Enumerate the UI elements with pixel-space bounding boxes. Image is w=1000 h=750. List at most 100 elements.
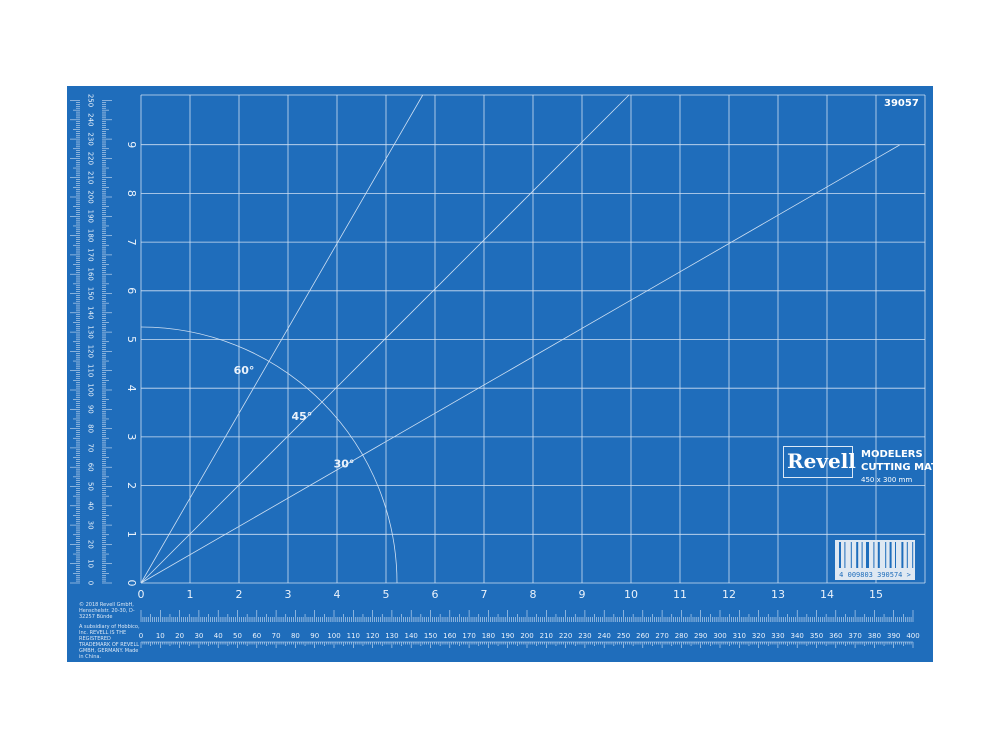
ruler-label-x: 160 xyxy=(443,632,456,640)
ruler-label-y: 180 xyxy=(87,229,95,242)
grid-label-y: 4 xyxy=(125,385,138,392)
ruler-label-y: 0 xyxy=(87,581,95,585)
ruler-label-y: 140 xyxy=(87,306,95,319)
grid-label-x: 0 xyxy=(138,588,145,601)
grid-label-y: 6 xyxy=(125,287,138,294)
ruler-label-x: 130 xyxy=(385,632,398,640)
barcode-bar xyxy=(901,542,904,568)
ruler-label-x: 110 xyxy=(347,632,360,640)
grid-label-y: 1 xyxy=(125,531,138,538)
ruler-label-x: 210 xyxy=(540,632,553,640)
ruler-label-x: 260 xyxy=(636,632,649,640)
grid-label-x: 14 xyxy=(820,588,834,601)
ruler-label-x: 150 xyxy=(424,632,437,640)
ruler-label-y: 10 xyxy=(87,559,95,568)
ruler-label-x: 240 xyxy=(598,632,611,640)
ruler-label-y: 190 xyxy=(87,210,95,223)
ruler-label-x: 30 xyxy=(194,632,203,640)
barcode-bar xyxy=(885,542,887,568)
ruler-label-x: 140 xyxy=(405,632,418,640)
legal: A subsidiary of Hobbico, Inc. REVELL IS … xyxy=(79,624,140,660)
grid-label-y: 8 xyxy=(125,190,138,197)
grid-label-x: 13 xyxy=(771,588,785,601)
legal-text: © 2018 Revell GmbH, Henschelstr. 20-30, … xyxy=(79,602,141,660)
ruler-label-y: 40 xyxy=(87,501,95,510)
grid-label-x: 9 xyxy=(579,588,586,601)
barcode-bar xyxy=(856,542,859,568)
ruler-label-x: 220 xyxy=(559,632,572,640)
ruler-label-x: 20 xyxy=(175,632,184,640)
barcode: 4 009803 390574 > xyxy=(835,540,915,580)
ruler-label-x: 0 xyxy=(139,632,143,640)
copyright: © 2018 Revell GmbH, Henschelstr. 20-30, … xyxy=(79,602,135,620)
ruler-label-y: 240 xyxy=(87,113,95,126)
grid-label-x: 2 xyxy=(236,588,243,601)
barcode-bar xyxy=(873,542,875,568)
grid-label-y: 0 xyxy=(125,580,138,587)
ruler-label-x: 50 xyxy=(233,632,242,640)
ruler-label-x: 270 xyxy=(655,632,668,640)
ruler-label-x: 70 xyxy=(272,632,281,640)
barcode-bar xyxy=(889,542,892,568)
ruler-label-y: 30 xyxy=(87,521,95,530)
ruler-label-x: 390 xyxy=(887,632,900,640)
ruler-label-x: 340 xyxy=(791,632,804,640)
ruler-label-x: 370 xyxy=(848,632,861,640)
barcode-bar xyxy=(839,542,841,568)
grid-label-x: 10 xyxy=(624,588,638,601)
ruler-label-y: 20 xyxy=(87,540,95,549)
ruler-label-y: 80 xyxy=(87,424,95,433)
grid-label-x: 8 xyxy=(530,588,537,601)
ruler-label-y: 250 xyxy=(87,94,95,107)
grid-label-x: 7 xyxy=(481,588,488,601)
ruler-label-x: 380 xyxy=(868,632,881,640)
ruler-label-x: 310 xyxy=(733,632,746,640)
ruler-label-y: 130 xyxy=(87,325,95,338)
grid-label-x: 15 xyxy=(869,588,883,601)
grid-label-y: 3 xyxy=(125,433,138,440)
ruler-label-x: 90 xyxy=(310,632,319,640)
grid-label-y: 7 xyxy=(125,239,138,246)
barcode-bar xyxy=(877,542,880,568)
ruler-label-x: 400 xyxy=(906,632,919,640)
ruler-label-y: 220 xyxy=(87,152,95,165)
ruler-label-x: 60 xyxy=(252,632,261,640)
ruler-label-x: 170 xyxy=(462,632,475,640)
ruler-label-y: 120 xyxy=(87,345,95,358)
ruler-label-y: 70 xyxy=(87,443,95,452)
ruler-label-x: 290 xyxy=(694,632,707,640)
barcode-bar xyxy=(912,542,914,568)
barcode-bar xyxy=(895,542,896,568)
revell-logo: Revell xyxy=(783,446,856,478)
ruler-label-x: 180 xyxy=(482,632,495,640)
product-name-2: CUTTING MAT xyxy=(861,462,938,473)
ruler-label-x: 40 xyxy=(214,632,223,640)
angle-label: 30° xyxy=(334,458,355,471)
ruler-label-y: 60 xyxy=(87,463,95,472)
grid-label-y: 9 xyxy=(125,141,138,148)
cutting-mat xyxy=(67,86,933,662)
ruler-label-y: 50 xyxy=(87,482,95,491)
angle-label: 45° xyxy=(291,410,312,423)
grid-label-x: 1 xyxy=(187,588,194,601)
grid-label-y: 2 xyxy=(125,482,138,489)
barcode-bar xyxy=(906,542,908,568)
ruler-label-x: 100 xyxy=(327,632,340,640)
grid-label-x: 4 xyxy=(334,588,341,601)
product-name-1: MODELERS xyxy=(861,449,923,460)
grid-label-x: 3 xyxy=(285,588,292,601)
barcode-number: 4 009803 390574 > xyxy=(839,571,911,579)
ruler-label-x: 300 xyxy=(713,632,726,640)
ruler-label-x: 190 xyxy=(501,632,514,640)
barcode-bar xyxy=(861,542,863,568)
ruler-label-y: 170 xyxy=(87,248,95,261)
ruler-label-x: 320 xyxy=(752,632,765,640)
ruler-label-y: 110 xyxy=(87,364,95,377)
product-code: 39057 xyxy=(884,98,919,109)
angle-line xyxy=(140,94,630,584)
grid-label-x: 5 xyxy=(383,588,390,601)
angle-line xyxy=(140,144,900,584)
ruler-label-y: 160 xyxy=(87,268,95,281)
grid-label-x: 11 xyxy=(673,588,687,601)
ruler-label-y: 200 xyxy=(87,190,95,203)
